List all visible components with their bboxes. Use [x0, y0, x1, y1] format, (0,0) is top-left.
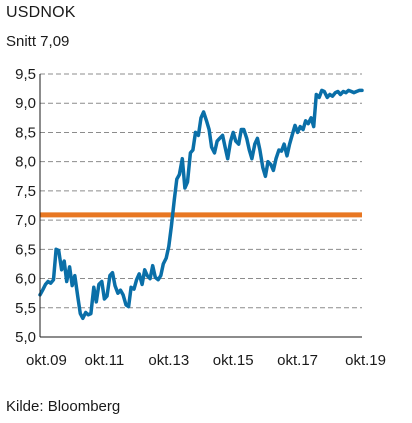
- y-tick-label: 5,5: [15, 300, 36, 317]
- x-tick-label: okt.09: [26, 352, 67, 369]
- x-tick-label: okt.17: [277, 352, 318, 369]
- series-layer: [38, 88, 364, 321]
- y-tick-label: 6,5: [15, 241, 36, 258]
- y-tick-label: 8,0: [15, 154, 36, 171]
- grid-layer: [40, 73, 362, 309]
- y-tick-label: 5,0: [15, 329, 36, 346]
- x-tick-label: okt.19: [345, 352, 386, 369]
- y-tick-label: 9,0: [15, 95, 36, 112]
- y-tick-label: 8,5: [15, 124, 36, 141]
- usdnok-series-line: [38, 88, 364, 321]
- chart-subtitle: Snitt 7,09: [6, 33, 70, 50]
- chart-source: Kilde: Bloomberg: [6, 398, 121, 415]
- y-tick-label: 9,5: [15, 66, 36, 83]
- y-tick-label: 6,0: [15, 271, 36, 288]
- x-tick-label: okt.11: [85, 352, 125, 369]
- y-tick-label: 7,0: [15, 212, 36, 229]
- y-tick-label: 7,5: [15, 183, 36, 200]
- chart-title: USDNOK: [6, 4, 76, 21]
- x-tick-label: okt.15: [213, 352, 254, 369]
- axis-layer: 5,0 5,5 6,0 6,5 7,0 7,5 8,0 8,5 9,0 9,5 okt.09 okt.…: [15, 66, 386, 369]
- x-tick-label: okt.13: [148, 352, 189, 369]
